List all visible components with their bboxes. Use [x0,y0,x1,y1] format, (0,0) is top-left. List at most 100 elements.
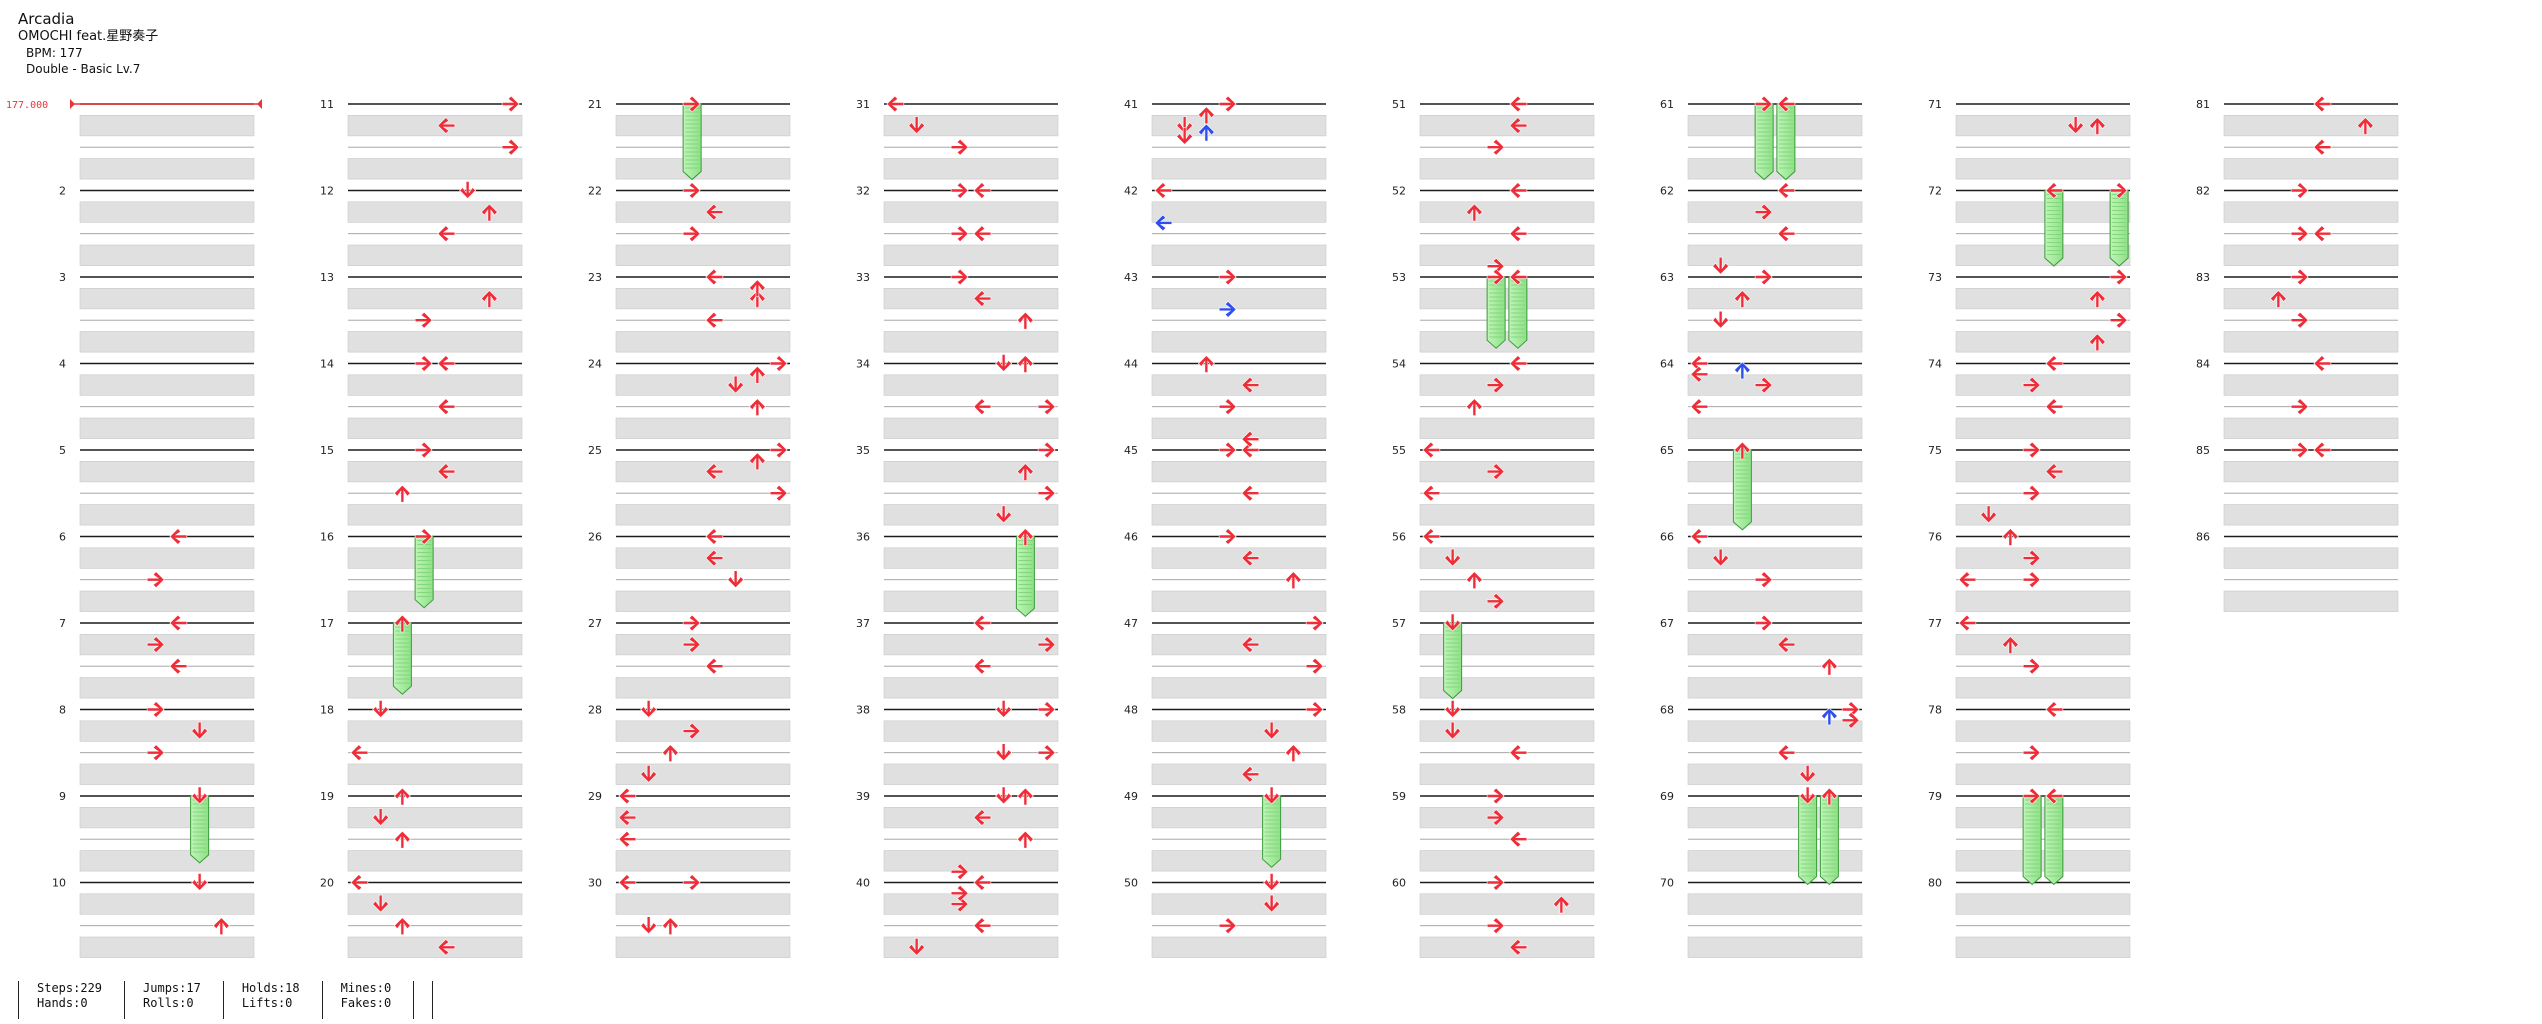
left-arrow-note [1958,614,1977,632]
up-arrow-note [2001,636,2019,654]
measure-gray-band [1955,244,2131,266]
left-arrow-note [350,744,369,762]
down-arrow-note [372,700,390,718]
measure-number: 17 [320,617,334,630]
right-arrow-note [682,182,701,199]
left-arrow-note [973,290,992,308]
measure-gray-band [1419,677,1595,699]
measure-number: 3 [59,271,66,284]
measure-number: 36 [856,531,870,544]
down-arrow-note [1263,873,1281,891]
measure-gray-band [1419,893,1595,915]
measure-gray-band [1151,158,1327,180]
measure-gray-band [1955,590,2131,612]
measure-gray-band [2223,590,2399,612]
measure-gray-band [347,806,523,829]
measure-number: 20 [320,877,334,890]
song-artist: OMOCHI feat.星野奏子 [18,29,159,44]
measure-gray-band [1687,590,1863,612]
measure-gray-band [1419,763,1595,785]
measure-gray-band [2223,331,2399,353]
right-arrow-note [1486,268,1505,286]
measure-number: 10 [52,877,66,890]
right-arrow-note [2290,311,2309,329]
measure-gray-band [1419,633,1595,656]
measure-number: 45 [1124,444,1138,457]
measure-number: 42 [1124,185,1138,198]
right-arrow-note [769,484,788,502]
left-arrow-note [1690,365,1709,383]
down-arrow-note [727,375,745,394]
down-arrow-note [1799,786,1817,805]
right-arrow-note [414,441,433,459]
chart-background: 2345678910111213141516171819202122232425… [52,98,2399,958]
measure-gray-band [347,633,523,656]
up-arrow-note [1820,707,1838,726]
measure-gray-band [615,893,791,915]
left-arrow-note [1777,225,1796,243]
measure-gray-band [1687,374,1863,396]
measure-gray-band [615,763,791,785]
measure-gray-band [1687,763,1863,785]
right-arrow-note [414,311,433,329]
down-arrow-note [727,570,745,589]
down-arrow-note [2067,116,2085,135]
measure-gray-band [1151,115,1327,137]
down-arrow-note [191,721,209,740]
measure-gray-band [1419,590,1595,612]
measure-gray-band [883,417,1059,439]
measure-number: 48 [1124,704,1138,717]
right-arrow-note [414,528,433,545]
measure-number: 46 [1124,531,1138,544]
measure-number: 39 [856,790,870,803]
left-arrow-note [705,657,724,675]
down-arrow-note [995,786,1013,805]
left-arrow-note [2045,463,2064,481]
bpm-line-start-cap [70,99,75,109]
up-arrow-note [1016,787,1034,806]
up-arrow-note [1465,571,1483,590]
left-arrow-note [1777,636,1796,654]
left-arrow-note [618,830,637,848]
measure-gray-band [79,893,255,915]
measure-gray-band [347,158,523,180]
up-arrow-note [480,290,498,308]
right-arrow-note [1218,441,1237,459]
left-arrow-note [1509,117,1528,135]
measure-gray-band [1687,720,1863,742]
measure-gray-band [1151,287,1327,310]
right-arrow-note [1486,463,1505,481]
right-arrow-note [769,441,788,459]
measure-number: 59 [1392,790,1406,803]
left-arrow-note [350,874,369,891]
measure-gray-band [1955,763,2131,785]
measure-gray-band [1687,417,1863,439]
measure-number: 28 [588,704,602,717]
measure-gray-band [1687,115,1863,137]
stat-steps: Steps:229 [37,981,103,995]
right-arrow-note [2022,571,2041,589]
measure-number: 63 [1660,271,1674,284]
right-arrow-note [682,95,701,113]
measure-gray-band [1419,504,1595,526]
right-arrow-note [2109,182,2128,199]
measure-gray-band [883,374,1059,396]
right-arrow-note [769,355,788,372]
stat-rolls: Rolls:0 [143,996,194,1010]
down-arrow-note [1444,548,1462,567]
step-chart: 2345678910111213141516171819202122232425… [6,95,2399,958]
measure-gray-band [883,504,1059,526]
measure-gray-band [79,115,255,137]
measure-gray-band [347,893,523,915]
measure-gray-band [1687,893,1863,915]
measure-gray-band [615,201,791,223]
right-arrow-note [1037,398,1056,416]
right-arrow-note [2290,268,2309,286]
measure-gray-band [883,936,1059,958]
measure-gray-band [615,677,791,699]
measure-gray-band [1955,806,2131,829]
measure-number: 66 [1660,531,1674,544]
measure-gray-band [615,374,791,396]
measure-gray-band [79,547,255,569]
right-arrow-note [950,182,969,199]
